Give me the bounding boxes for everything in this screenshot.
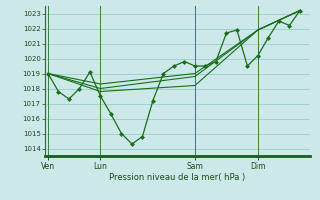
X-axis label: Pression niveau de la mer( hPa ): Pression niveau de la mer( hPa ) bbox=[109, 173, 246, 182]
